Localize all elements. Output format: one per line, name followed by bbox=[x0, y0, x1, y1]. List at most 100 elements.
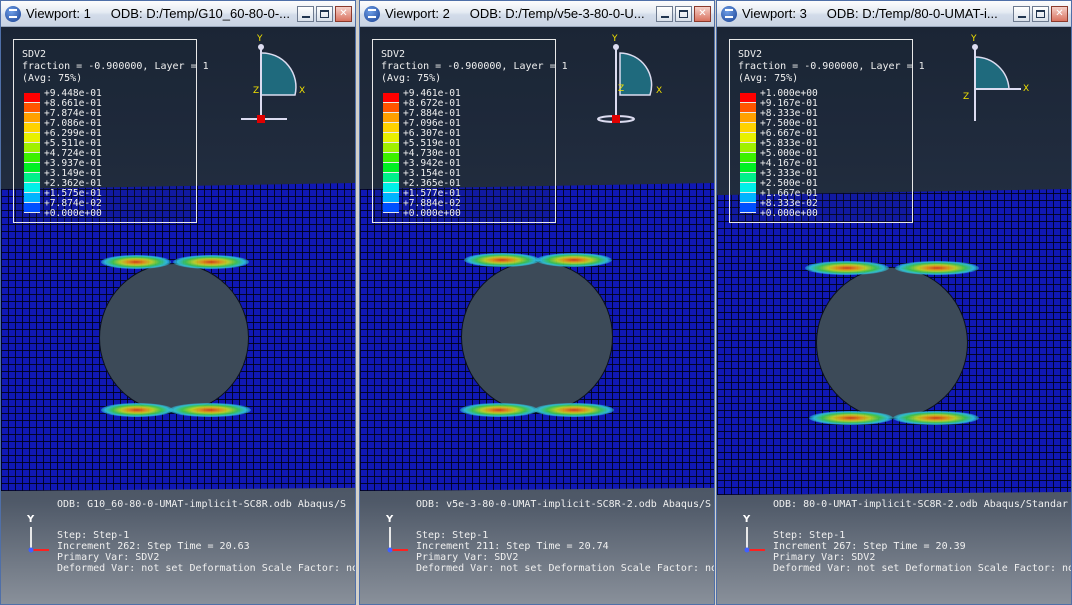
viewport-2[interactable]: Viewport: 2 ODB: D:/Temp/v5e-3-80-0-U...… bbox=[359, 0, 715, 605]
model-canvas[interactable]: SDV2 fraction = -0.900000, Layer = 1 (Av… bbox=[360, 27, 715, 604]
info-deformed-var: Deformed Var: not set Deformation Scale … bbox=[416, 563, 715, 574]
info-odb-line: ODB: v5e-3-80-0-UMAT-implicit-SC8R-2.odb… bbox=[416, 499, 712, 510]
info-primary-var: Primary Var: SDV2 bbox=[773, 552, 876, 563]
legend-swatch bbox=[740, 133, 756, 143]
info-increment: Increment 262: Step Time = 20.63 bbox=[57, 541, 250, 552]
legend-swatch bbox=[383, 143, 399, 153]
legend-value: +7.884e-02 bbox=[403, 198, 461, 209]
viewport-1[interactable]: Viewport: 1 ODB: D:/Temp/G10_60-80-0-...… bbox=[0, 0, 356, 605]
legend-value: +3.154e-01 bbox=[403, 168, 461, 179]
legend-color-scale bbox=[740, 93, 756, 213]
legend-swatch bbox=[740, 203, 756, 213]
legend-value: +6.667e-01 bbox=[760, 128, 818, 139]
triad-z-label: Z bbox=[963, 92, 969, 102]
legend-value: +8.661e-01 bbox=[44, 98, 102, 109]
view-orientation-triad[interactable]: Y X Z bbox=[233, 33, 313, 125]
maximize-button[interactable] bbox=[316, 5, 333, 22]
legend-value: +5.511e-01 bbox=[44, 138, 102, 149]
legend-averaging: (Avg: 75%) bbox=[738, 73, 799, 84]
legend-swatch bbox=[24, 143, 40, 153]
viewport-title-bar[interactable]: Viewport: 1 ODB: D:/Temp/G10_60-80-0-...… bbox=[1, 1, 355, 27]
legend-swatch bbox=[383, 123, 399, 133]
legend-subtitle: fraction = -0.900000, Layer = 1 bbox=[381, 61, 568, 72]
legend-value: +4.724e-01 bbox=[44, 148, 102, 159]
viewport-odb-path: ODB: D:/Temp/G10_60-80-0-... bbox=[110, 6, 290, 21]
circular-hole bbox=[461, 261, 613, 413]
legend-value: +0.000e+00 bbox=[44, 208, 102, 219]
legend-variable: SDV2 bbox=[22, 49, 47, 60]
circular-hole bbox=[816, 267, 968, 419]
close-button[interactable]: ✕ bbox=[694, 5, 711, 22]
maximize-icon bbox=[679, 9, 688, 18]
damage-band-top-right bbox=[895, 261, 979, 275]
info-increment: Increment 267: Step Time = 20.39 bbox=[773, 541, 966, 552]
legend-value: +9.167e-01 bbox=[760, 98, 818, 109]
legend-value: +4.167e-01 bbox=[760, 158, 818, 169]
viewport-title-bar[interactable]: Viewport: 2 ODB: D:/Temp/v5e-3-80-0-U...… bbox=[360, 1, 714, 27]
legend-value: +0.000e+00 bbox=[760, 208, 818, 219]
close-icon: ✕ bbox=[698, 7, 707, 19]
legend-value: +5.519e-01 bbox=[403, 138, 461, 149]
legend-value: +3.149e-01 bbox=[44, 168, 102, 179]
close-button[interactable]: ✕ bbox=[335, 5, 352, 22]
abaqus-app-icon[interactable] bbox=[364, 5, 380, 22]
legend-swatch bbox=[24, 113, 40, 123]
minimize-icon bbox=[301, 15, 310, 18]
legend-subtitle: fraction = -0.900000, Layer = 1 bbox=[22, 61, 209, 72]
abaqus-app-icon[interactable] bbox=[5, 5, 21, 22]
legend-variable: SDV2 bbox=[381, 49, 406, 60]
close-icon: ✕ bbox=[339, 7, 348, 19]
damage-band-top-left bbox=[805, 261, 889, 275]
damage-band-bottom-right bbox=[169, 403, 251, 417]
damage-band-top-left bbox=[101, 255, 171, 269]
model-canvas[interactable]: SDV2 fraction = -0.900000, Layer = 1 (Av… bbox=[1, 27, 355, 604]
legend-value: +4.730e-01 bbox=[403, 148, 461, 159]
contour-legend: SDV2 fraction = -0.900000, Layer = 1 (Av… bbox=[729, 39, 925, 223]
legend-value: +6.299e-01 bbox=[44, 128, 102, 139]
legend-value: +7.884e-01 bbox=[403, 108, 461, 119]
view-orientation-triad[interactable]: Y X Z bbox=[955, 33, 1035, 125]
close-button[interactable]: ✕ bbox=[1051, 5, 1068, 22]
axis-y-label: Y bbox=[26, 514, 35, 525]
legend-swatch bbox=[740, 153, 756, 163]
legend-values: +1.000e+00 +9.167e-01 +8.333e-01 +7.500e… bbox=[760, 89, 818, 219]
global-axis-triad: Y bbox=[742, 514, 765, 553]
plate-mesh[interactable] bbox=[717, 189, 1071, 495]
legend-value: +7.096e-01 bbox=[403, 118, 461, 129]
legend-value: +8.333e-02 bbox=[760, 198, 818, 209]
legend-swatch bbox=[740, 143, 756, 153]
info-step: Step: Step-1 bbox=[57, 530, 130, 541]
triad-y-label: Y bbox=[970, 34, 977, 44]
legend-swatch bbox=[24, 203, 40, 213]
global-axis-triad: Y bbox=[26, 514, 49, 553]
legend-subtitle: fraction = -0.900000, Layer = 1 bbox=[738, 61, 925, 72]
legend-swatch bbox=[383, 103, 399, 113]
legend-value: +8.672e-01 bbox=[403, 98, 461, 109]
info-step: Step: Step-1 bbox=[416, 530, 489, 541]
minimize-button[interactable] bbox=[297, 5, 314, 22]
circular-hole bbox=[99, 263, 249, 413]
axis-y-label: Y bbox=[742, 514, 751, 525]
viewport-odb-path: ODB: D:/Temp/v5e-3-80-0-U... bbox=[469, 6, 645, 21]
legend-value: +9.461e-01 bbox=[403, 88, 461, 99]
global-axis-triad: Y bbox=[385, 514, 408, 553]
legend-swatch bbox=[383, 183, 399, 193]
maximize-button[interactable] bbox=[675, 5, 692, 22]
viewport-3[interactable]: Viewport: 3 ODB: D:/Temp/80-0-UMAT-i... … bbox=[716, 0, 1072, 605]
viewport-title-bar[interactable]: Viewport: 3 ODB: D:/Temp/80-0-UMAT-i... … bbox=[717, 1, 1071, 27]
step-info-block: ODB: v5e-3-80-0-UMAT-implicit-SC8R-2.odb… bbox=[416, 499, 715, 574]
damage-band-bottom-left bbox=[101, 403, 173, 417]
model-canvas[interactable]: SDV2 fraction = -0.900000, Layer = 1 (Av… bbox=[717, 27, 1071, 604]
legend-value: +2.362e-01 bbox=[44, 178, 102, 189]
legend-value: +7.874e-01 bbox=[44, 108, 102, 119]
view-orientation-triad[interactable]: Y X Z bbox=[594, 33, 674, 125]
triad-x-label: X bbox=[1023, 84, 1029, 94]
maximize-button[interactable] bbox=[1032, 5, 1049, 22]
legend-value: +5.833e-01 bbox=[760, 138, 818, 149]
abaqus-app-icon[interactable] bbox=[721, 5, 737, 22]
legend-swatch bbox=[24, 93, 40, 103]
minimize-button[interactable] bbox=[656, 5, 673, 22]
minimize-button[interactable] bbox=[1013, 5, 1030, 22]
damage-band-bottom-right bbox=[534, 403, 614, 417]
triad-x-label: X bbox=[656, 86, 662, 96]
